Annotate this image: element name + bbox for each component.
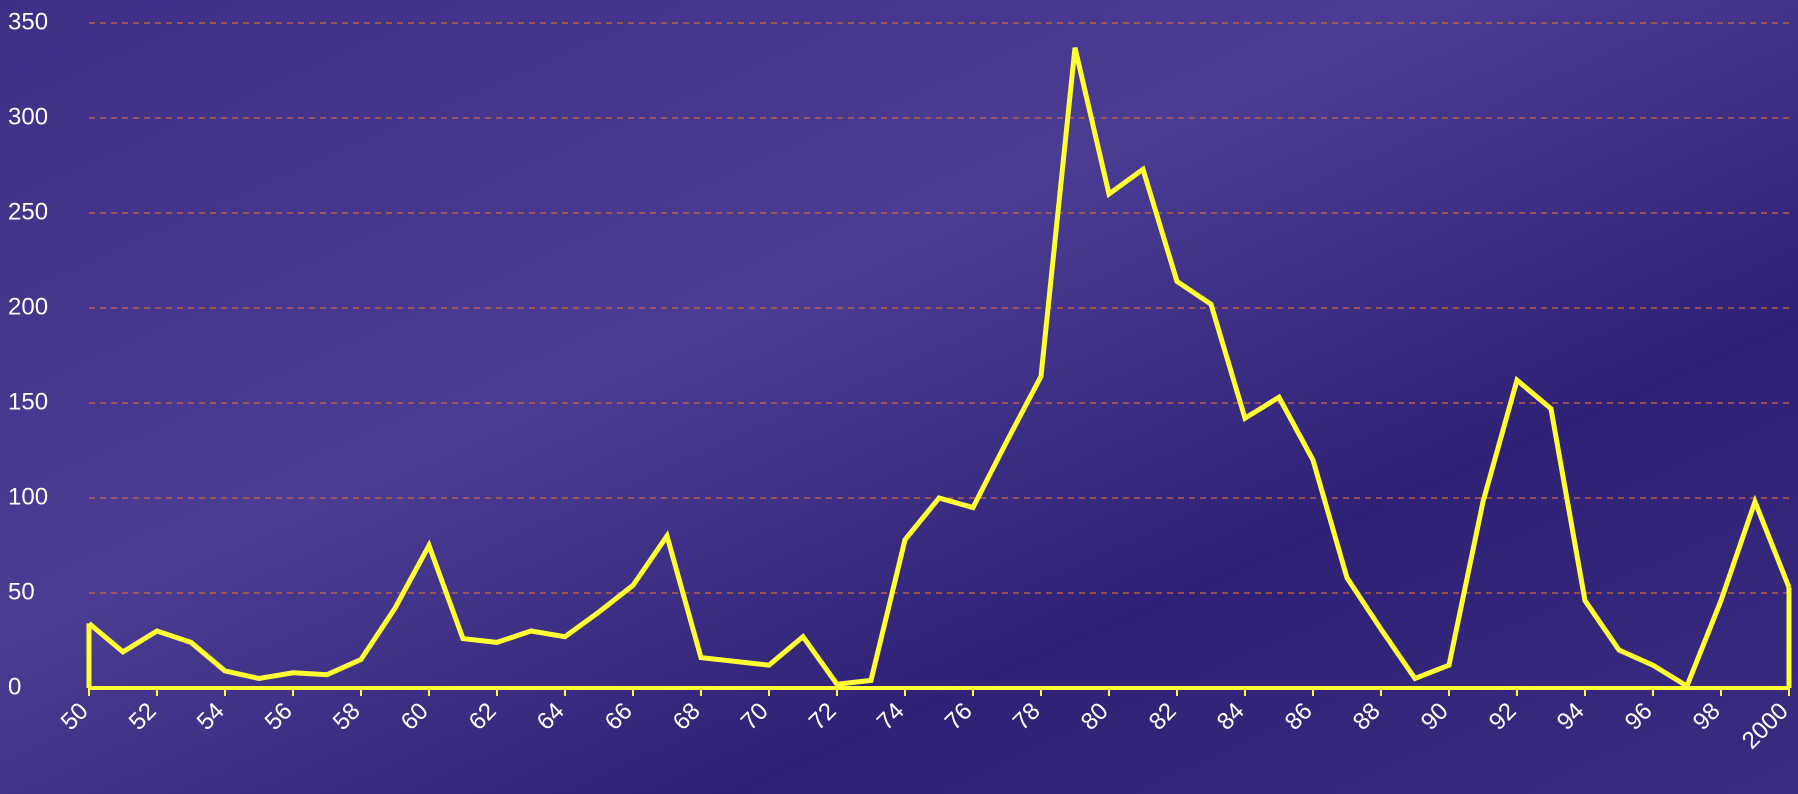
y-tick-label: 0 <box>8 673 21 700</box>
y-tick-label: 350 <box>8 8 48 35</box>
data-line <box>87 47 1792 690</box>
y-tick-label: 250 <box>8 198 48 225</box>
y-tick-label: 200 <box>8 293 48 320</box>
y-tick-label: 300 <box>8 103 48 130</box>
y-tick-label: 50 <box>8 578 35 605</box>
y-tick-label: 150 <box>8 388 48 415</box>
y-tick-label: 100 <box>8 483 48 510</box>
